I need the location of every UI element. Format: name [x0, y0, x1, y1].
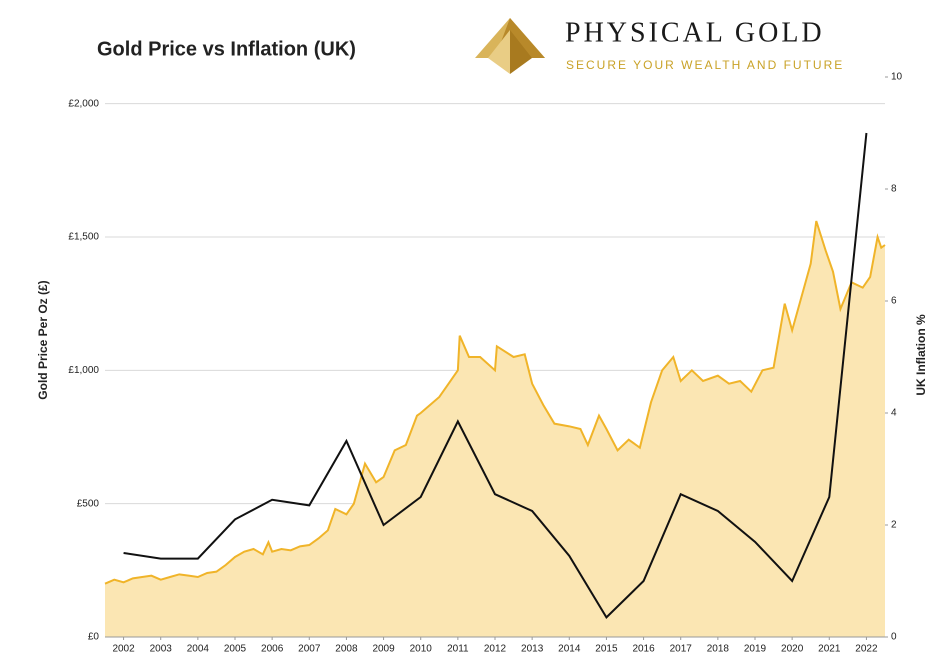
y2-tick-label: 10	[891, 72, 903, 83]
x-tick-label: 2004	[187, 644, 210, 655]
x-tick-label: 2014	[558, 644, 581, 655]
x-tick-label: 2020	[781, 644, 804, 655]
line	[123, 132, 868, 619]
x-tick-label: 2021	[818, 644, 841, 655]
x-tick-label: 2010	[410, 644, 433, 655]
y2-axis-label: UK Inflation %	[914, 314, 928, 396]
y2-tick-label: 6	[891, 296, 897, 307]
x-tick-label: 2006	[261, 644, 284, 655]
area	[105, 221, 885, 637]
x-tick-label: 2005	[224, 644, 247, 655]
x-tick-label: 2015	[595, 644, 618, 655]
x-tick-label: 2002	[112, 644, 135, 655]
x-tick-label: 2009	[372, 644, 395, 655]
y2-tick-label: 4	[891, 408, 897, 419]
x-tick-label: 2019	[744, 644, 767, 655]
x-tick-label: 2022	[855, 644, 878, 655]
x-tick-label: 2017	[670, 644, 693, 655]
x-tick-label: 2012	[484, 644, 507, 655]
y2-tick-label: 8	[891, 184, 897, 195]
y2-tick-label: 2	[891, 520, 897, 531]
x-tick-label: 2011	[447, 644, 469, 655]
y-tick-label: £2,000	[68, 98, 99, 109]
y-tick-label: £1,000	[68, 365, 99, 376]
x-tick-label: 2016	[632, 644, 655, 655]
y-axis-label: Gold Price Per Oz (£)	[36, 280, 50, 399]
x-tick-label: 2003	[150, 644, 173, 655]
x-tick-label: 2013	[521, 644, 544, 655]
y-tick-label: £500	[77, 498, 100, 509]
y-tick-label: £1,500	[68, 232, 99, 243]
logo-tagline: SECURE YOUR WEALTH AND FUTURE	[566, 58, 844, 72]
x-tick-label: 2018	[707, 644, 730, 655]
y-tick-label: £0	[88, 632, 100, 643]
logo-icon	[475, 18, 545, 74]
chart-title: Gold Price vs Inflation (UK)	[97, 38, 356, 60]
logo-name: PHYSICAL GOLD	[565, 17, 825, 48]
y2-tick-label: 0	[891, 632, 897, 643]
x-tick-label: 2008	[335, 644, 358, 655]
area-line	[104, 220, 886, 585]
x-tick-label: 2007	[298, 644, 321, 655]
